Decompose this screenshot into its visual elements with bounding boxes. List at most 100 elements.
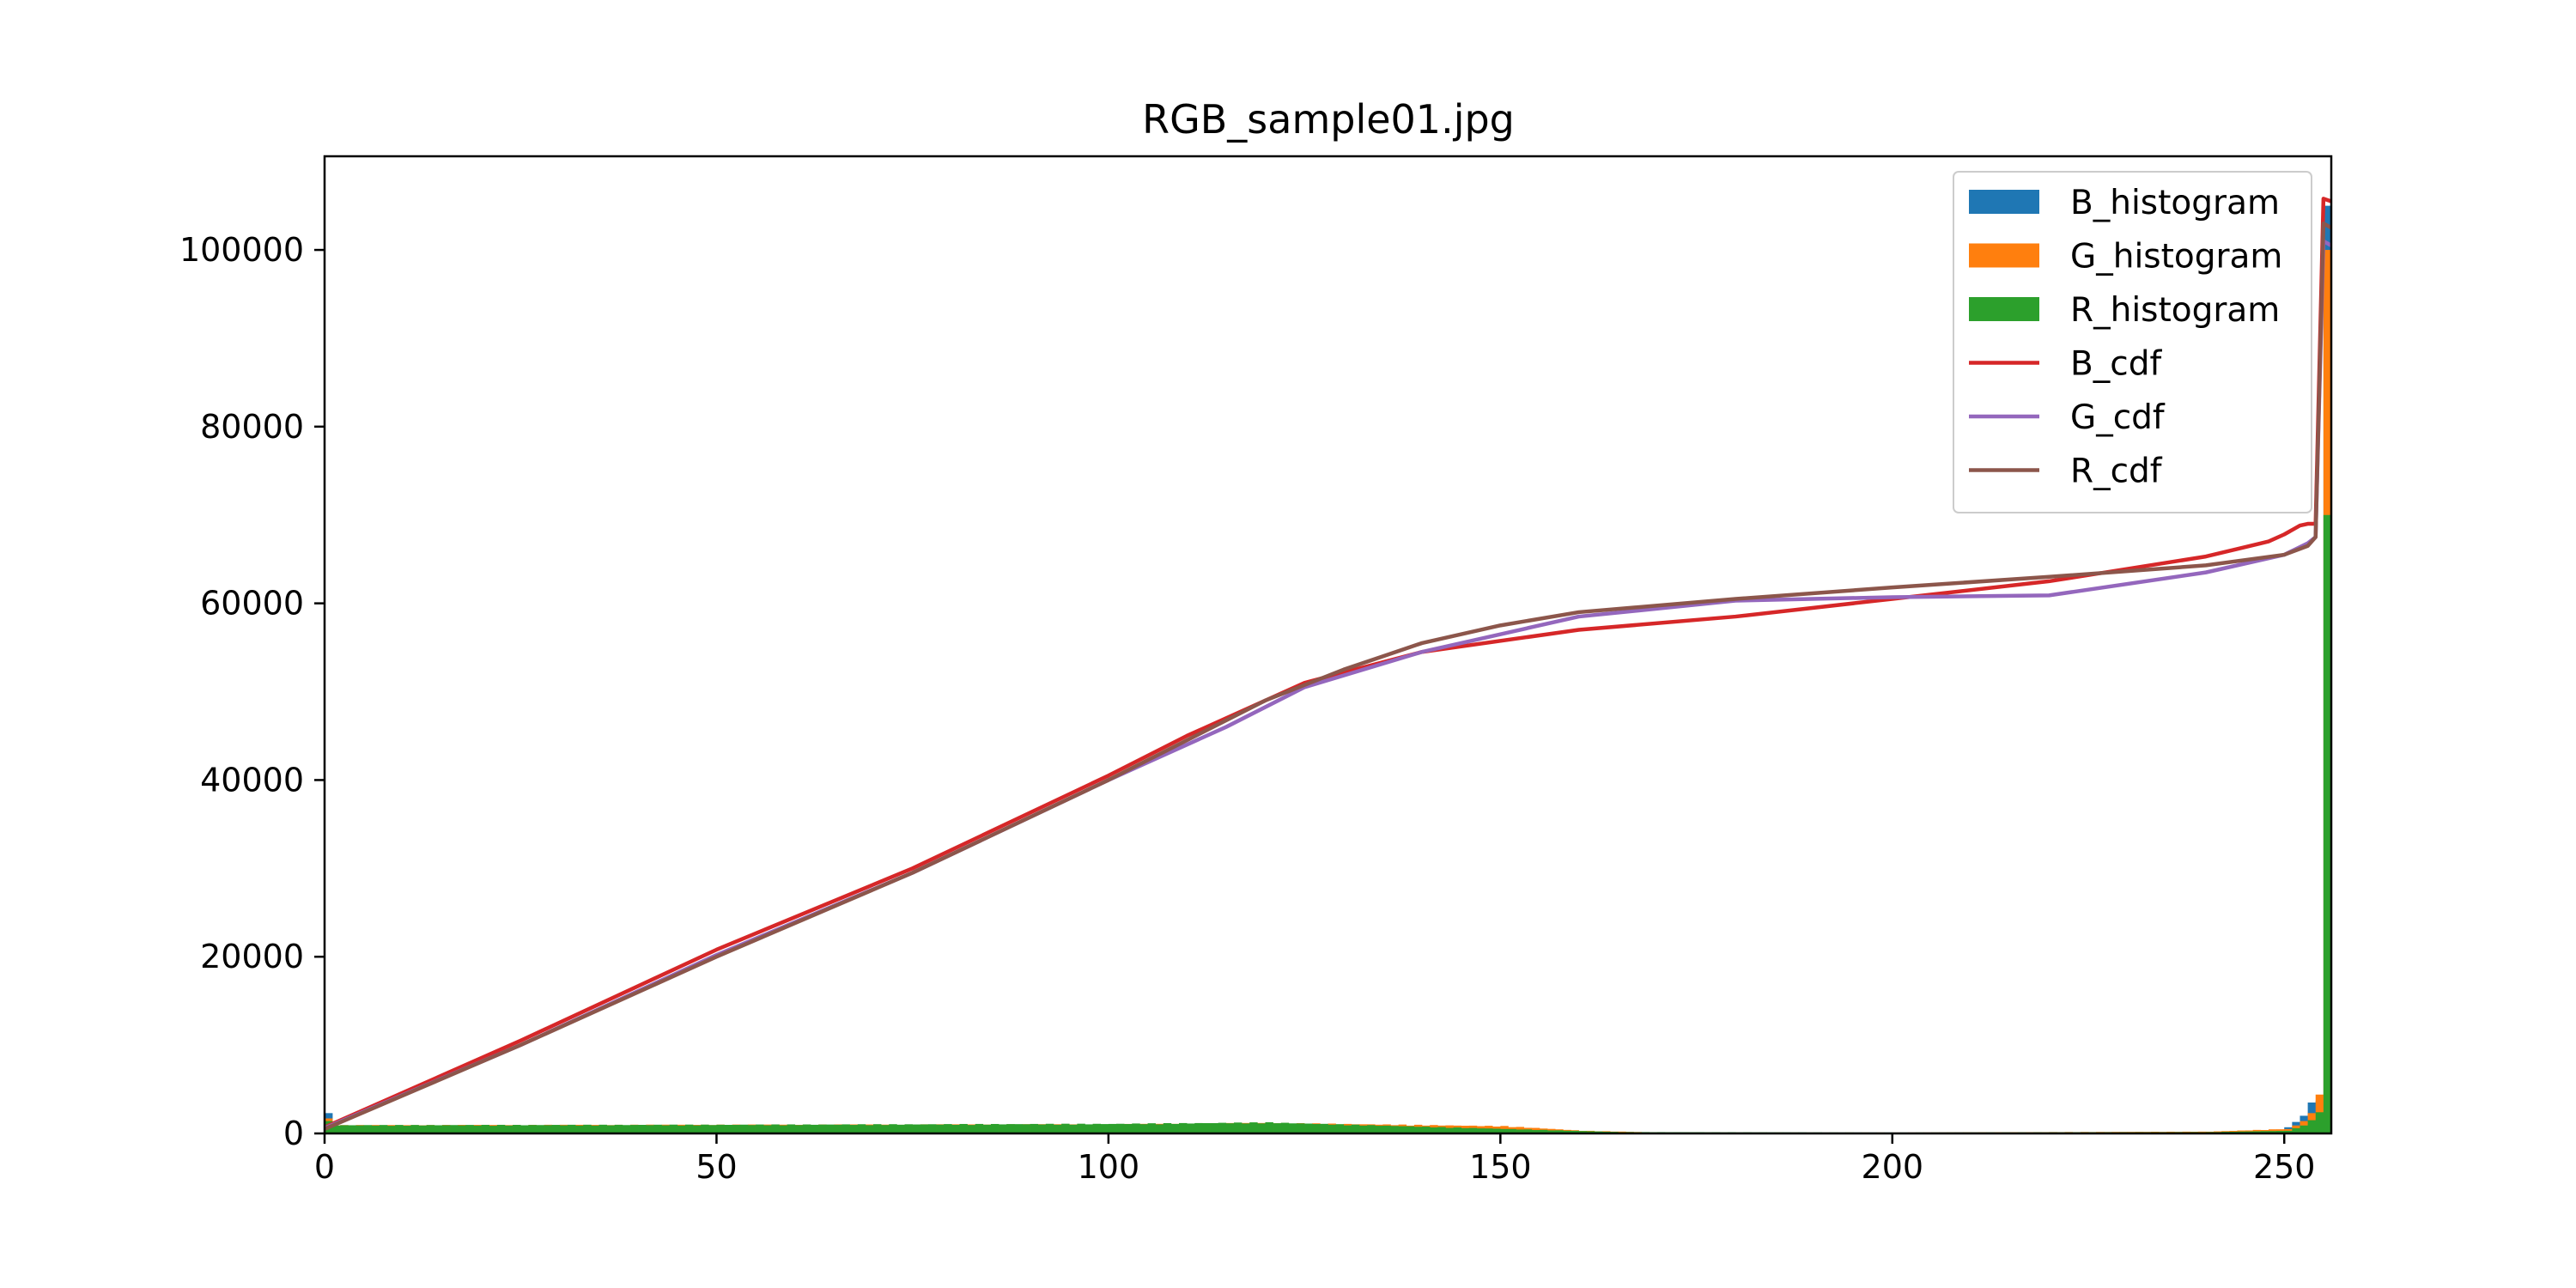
histogram-bar: [982, 1124, 992, 1133]
histogram-bar: [528, 1125, 537, 1133]
histogram-bar: [873, 1124, 882, 1133]
histogram-bar: [638, 1125, 647, 1133]
histogram-bar: [912, 1124, 921, 1133]
axes-frame: [323, 155, 2333, 1135]
histogram-bar: [1351, 1124, 1360, 1133]
histogram-bar: [1453, 1127, 1461, 1133]
histogram-bar: [1210, 1123, 1218, 1133]
histogram-bar: [355, 1125, 364, 1133]
histogram-bar: [614, 1124, 623, 1133]
histogram-bar: [646, 1125, 654, 1133]
histogram-bar: [1359, 1125, 1368, 1133]
histogram-bar: [568, 1124, 576, 1133]
histogram-bar: [904, 1124, 913, 1133]
histogram-bar: [1476, 1128, 1485, 1133]
histogram-bar: [990, 1123, 999, 1133]
histogram-bar: [1563, 1130, 1571, 1133]
histogram-bar: [1116, 1123, 1125, 1133]
histogram-bar: [669, 1124, 678, 1133]
histogram-bar: [1257, 1123, 1266, 1133]
histogram-bar: [1406, 1126, 1415, 1133]
histogram-bar: [708, 1125, 717, 1133]
histogram-bar: [693, 1125, 702, 1133]
histogram-bar: [1265, 1121, 1273, 1133]
histogram-bar: [395, 1125, 404, 1133]
histogram-bar: [1030, 1123, 1039, 1133]
histogram-bar: [371, 1125, 380, 1133]
histogram-bar: [763, 1125, 772, 1133]
histogram-bar: [653, 1124, 662, 1133]
legend-entry: R_cdf: [1969, 453, 2163, 491]
histogram-bar: [1296, 1123, 1305, 1133]
histogram-bar: [1571, 1130, 1579, 1133]
histogram-bar: [724, 1125, 732, 1133]
histogram-bar: [536, 1125, 544, 1133]
x-tick-label: 50: [696, 1148, 737, 1186]
histogram-bar: [1398, 1126, 1407, 1133]
histogram-bar: [622, 1125, 631, 1133]
histogram-bar: [1531, 1130, 1540, 1133]
histogram-bar: [2323, 514, 2331, 1133]
histogram-bar: [732, 1125, 741, 1133]
histogram-bar: [410, 1125, 419, 1133]
histogram-bar: [1586, 1131, 1595, 1133]
histogram-bar: [756, 1124, 764, 1133]
histogram-bar: [1092, 1123, 1102, 1133]
histogram-bar: [426, 1125, 435, 1133]
histogram-bar: [2307, 1120, 2317, 1133]
line-R_cdf: [325, 221, 2331, 1132]
histogram-bar: [865, 1125, 874, 1133]
histogram-bar: [340, 1125, 349, 1133]
y-tick-label: 80000: [200, 408, 304, 446]
legend-entry: B_cdf: [1969, 345, 2162, 384]
histogram-bar: [520, 1125, 529, 1133]
histogram-bar: [787, 1124, 796, 1133]
legend-entry: B_histogram: [1969, 184, 2280, 222]
histogram-bar: [1523, 1129, 1533, 1133]
histogram-bar: [1037, 1124, 1047, 1133]
legend-label: G_cdf: [2070, 398, 2166, 437]
histogram-bar: [2268, 1131, 2277, 1133]
histogram-bar: [1139, 1124, 1148, 1133]
histogram-bar: [936, 1124, 945, 1133]
histogram-bar: [896, 1124, 905, 1133]
histogram-bar: [1539, 1129, 1548, 1133]
histogram-bar: [2276, 1131, 2285, 1133]
histogram-bar: [779, 1125, 787, 1133]
legend-swatch: [1969, 243, 2039, 268]
histogram-bar: [418, 1125, 427, 1133]
x-tick-label: 200: [1862, 1148, 1924, 1186]
histogram-bar: [2252, 1131, 2262, 1133]
histogram-bar: [551, 1125, 561, 1133]
histogram-bar: [881, 1125, 890, 1133]
histogram-bar: [504, 1125, 513, 1133]
legend-label: G_histogram: [2070, 238, 2282, 276]
histogram-bar: [771, 1124, 780, 1133]
histogram-bar: [1461, 1127, 1470, 1133]
histogram-bar: [1320, 1123, 1328, 1133]
histogram-bar: [1508, 1128, 1516, 1133]
histogram-bar: [1077, 1123, 1085, 1133]
histogram-bar: [1468, 1127, 1478, 1133]
histogram-bar: [513, 1125, 521, 1133]
histogram-bar: [1187, 1123, 1195, 1133]
histogram-bar: [403, 1126, 411, 1133]
histogram-bar: [1194, 1122, 1203, 1133]
histogram-bar: [818, 1124, 827, 1133]
histogram-bar: [810, 1124, 819, 1133]
histogram-bar: [465, 1125, 474, 1133]
histogram-bar: [959, 1123, 968, 1133]
histogram-bar: [1022, 1124, 1030, 1133]
histogram-bar: [606, 1125, 616, 1133]
histogram-bar: [1053, 1124, 1062, 1133]
histogram-bar: [1155, 1124, 1164, 1133]
plot-area: [325, 197, 2331, 1133]
histogram-bar: [348, 1125, 356, 1133]
legend: B_histogram G_histogram R_histogram B_cdf G_…: [1953, 171, 2312, 513]
legend-label: B_histogram: [2070, 184, 2280, 222]
histogram-bar: [489, 1126, 498, 1133]
histogram-bar: [387, 1126, 396, 1133]
histogram-bar: [841, 1124, 850, 1133]
histogram-bar: [1069, 1124, 1078, 1133]
chart-title: RGB_sample01.jpg: [1142, 96, 1515, 143]
